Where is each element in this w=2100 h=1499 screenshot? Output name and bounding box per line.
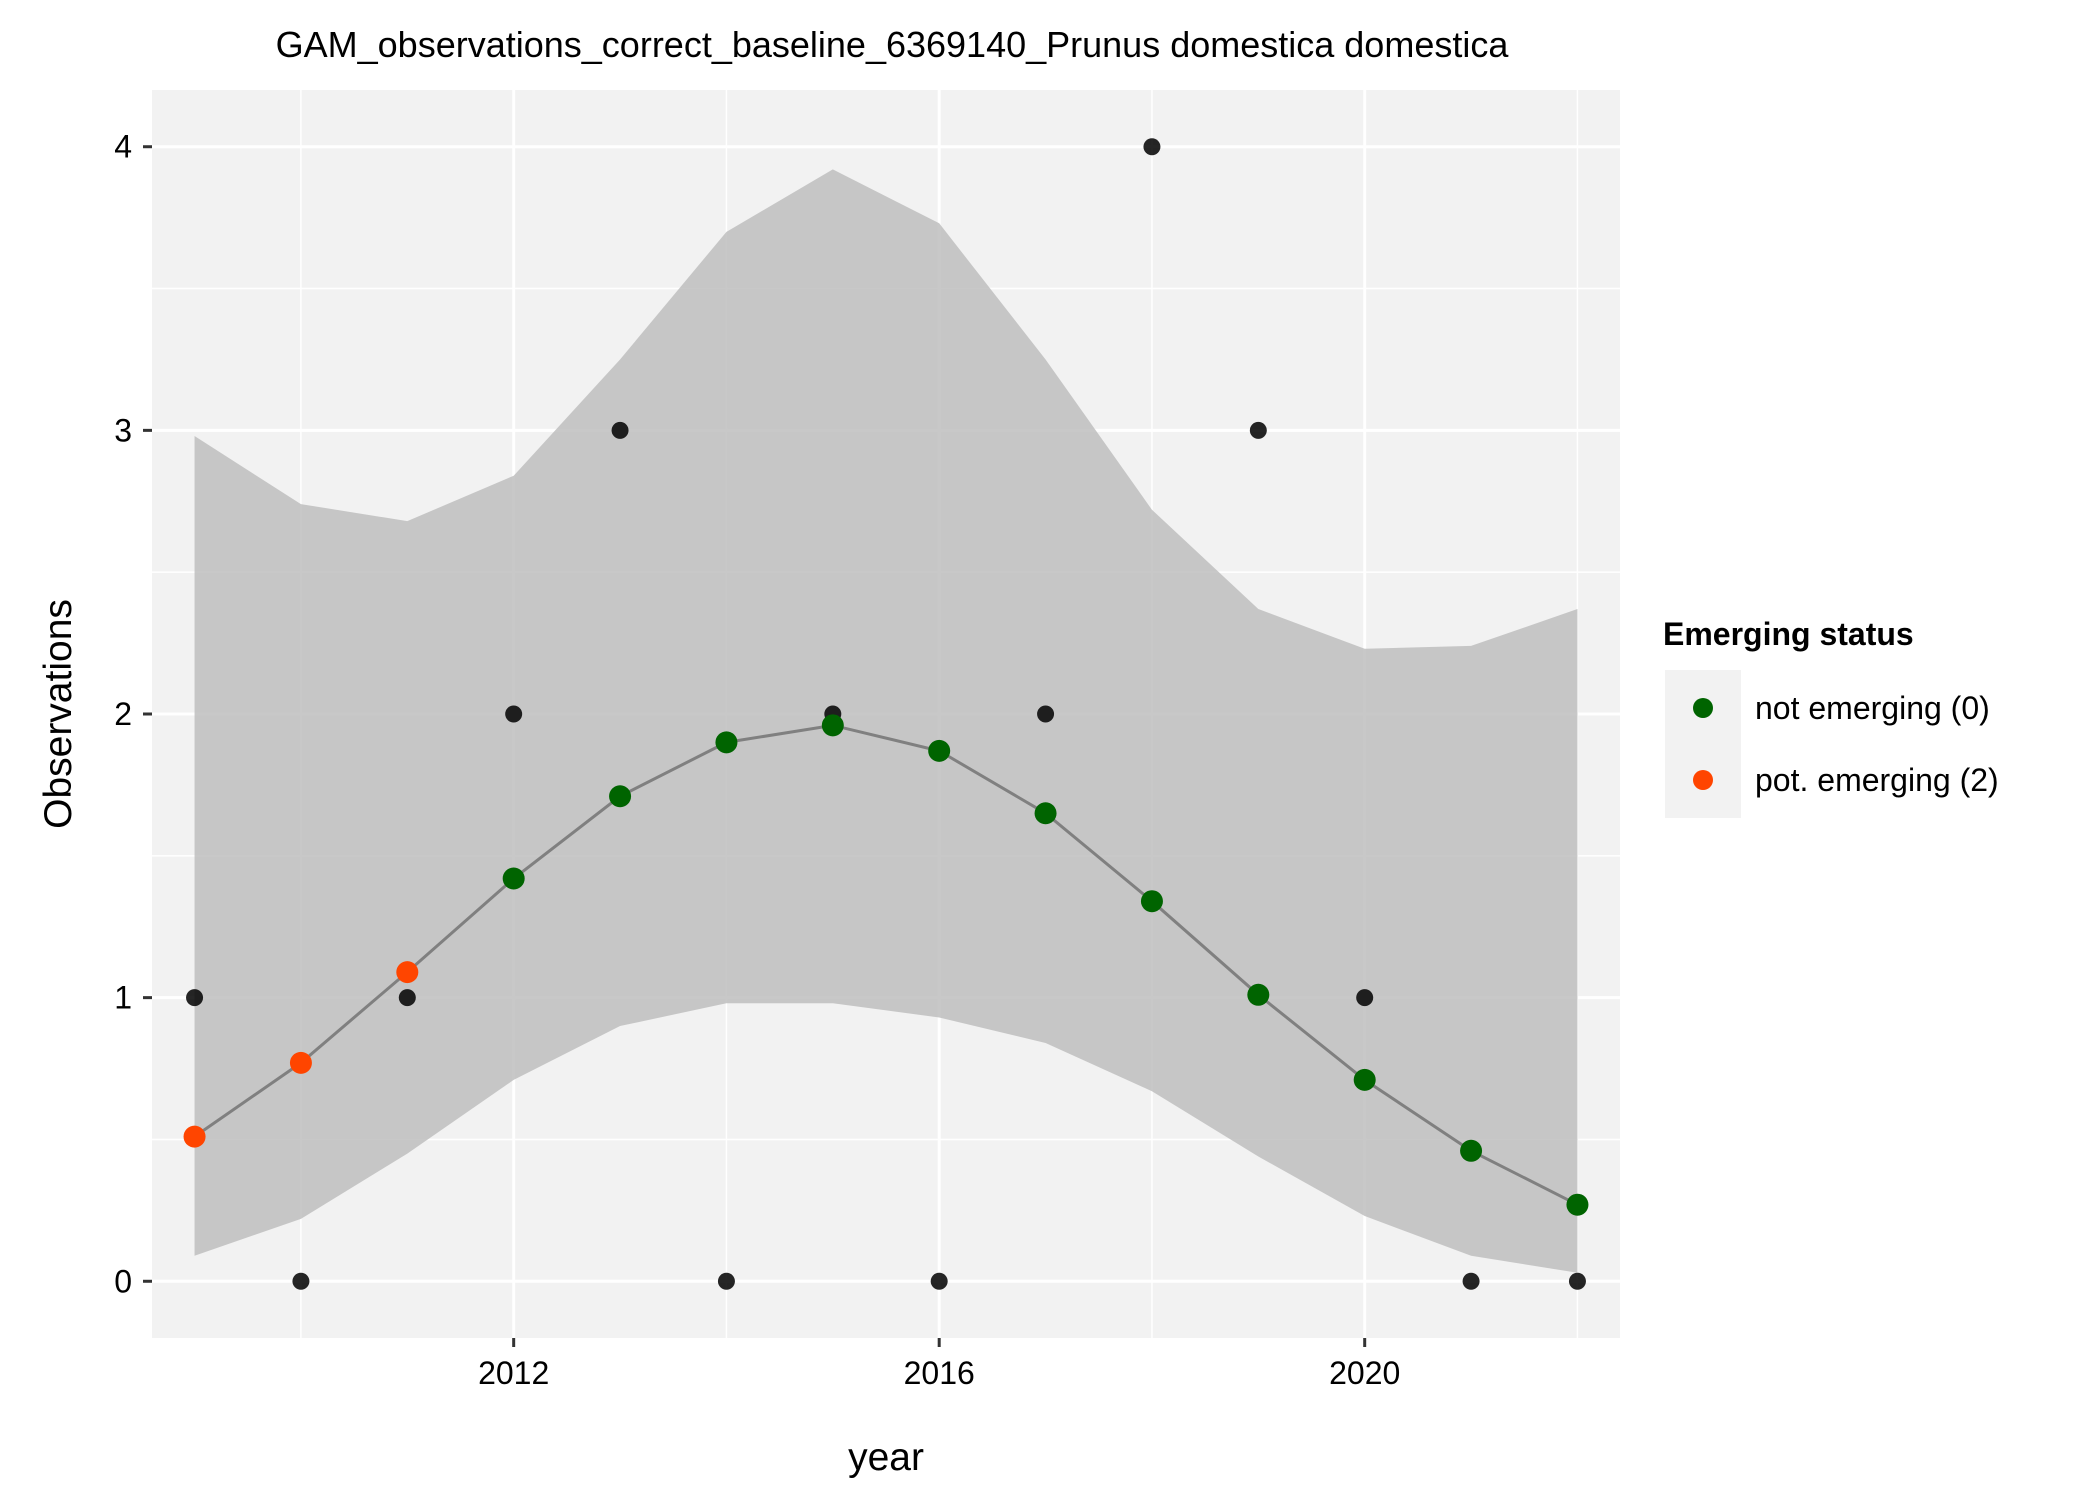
fit-point-pot-emerging [396,961,419,984]
fit-point-not-emerging [1140,890,1163,913]
y-tick-label: 1 [114,980,132,1016]
observed-point [186,989,204,1007]
legend-key-background [1665,670,1741,818]
x-axis: 2012 2016 2020 [478,1338,1400,1391]
legend-key-not-emerging [1693,698,1713,718]
fit-point-not-emerging [609,785,632,808]
x-tick-label: 2020 [1329,1355,1400,1391]
observed-point [1037,705,1055,723]
observed-point [611,421,629,439]
observed-point [292,1272,310,1290]
x-axis-title: year [848,1436,924,1479]
chart-title: GAM_observations_correct_baseline_636914… [276,24,1510,65]
y-tick-label: 4 [114,129,132,165]
fit-point-not-emerging [1034,802,1057,825]
observed-point [930,1272,948,1290]
fit-point-not-emerging [502,867,525,890]
fit-point-not-emerging [928,739,951,762]
gam-fit-line [193,723,1579,1207]
legend-label-not-emerging: not emerging (0) [1755,690,1990,726]
observed-point [1249,421,1267,439]
y-axis-title: Observations [37,599,80,829]
observed-point [398,989,416,1007]
confidence-ribbon [194,169,1578,1273]
fit-point-not-emerging [715,731,738,754]
legend-key-pot-emerging [1693,770,1713,790]
fit-point-not-emerging [1353,1068,1376,1091]
fit-point-not-emerging [1566,1193,1589,1216]
x-tick-label: 2016 [904,1355,975,1391]
fit-points [183,714,1589,1216]
observed-point [1568,1272,1586,1290]
y-axis: 0 1 2 3 4 [114,129,152,1299]
observed-points [186,138,1586,1290]
fit-point-pot-emerging [289,1051,312,1074]
y-tick-label: 2 [114,696,132,732]
observed-point [1462,1272,1480,1290]
fit-point-not-emerging [1247,983,1270,1006]
legend-title: Emerging status [1663,616,1914,652]
fit-point-pot-emerging [183,1125,206,1148]
observed-point [717,1272,735,1290]
x-tick-label: 2012 [478,1355,549,1391]
y-tick-label: 3 [114,412,132,448]
observed-point [1143,138,1161,156]
y-tick-label: 0 [114,1263,132,1299]
fit-point-not-emerging [821,714,844,737]
legend: Emerging status not emerging (0) pot. em… [1663,616,1999,818]
observed-point [1356,989,1374,1007]
observed-point [505,705,523,723]
legend-label-pot-emerging: pot. emerging (2) [1755,762,1999,798]
fit-point-not-emerging [1460,1139,1483,1162]
